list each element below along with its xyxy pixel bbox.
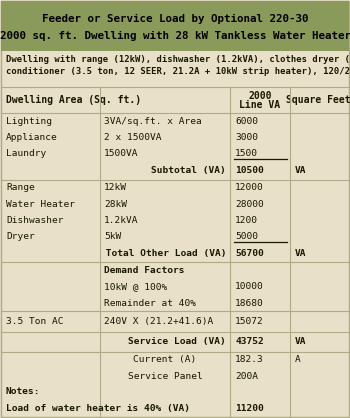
Text: 1200: 1200: [235, 216, 258, 225]
Text: 1500: 1500: [235, 149, 258, 158]
Text: 2 x 1500VA: 2 x 1500VA: [104, 133, 161, 142]
Text: 182.3: 182.3: [235, 355, 264, 364]
Text: Service Load (VA): Service Load (VA): [128, 337, 226, 346]
Text: 56700: 56700: [235, 249, 264, 258]
Text: 1.2kVA: 1.2kVA: [104, 216, 139, 225]
Text: 5kW: 5kW: [104, 232, 121, 241]
Text: VA: VA: [295, 337, 307, 346]
Text: 12000: 12000: [235, 183, 264, 192]
Text: 2000 sq. ft. Dwelling with 28 kW Tankless Water Heater: 2000 sq. ft. Dwelling with 28 kW Tankles…: [0, 31, 350, 41]
Text: Subtotal (VA): Subtotal (VA): [151, 166, 226, 175]
Text: Total Other Load (VA): Total Other Load (VA): [99, 249, 226, 258]
Text: Water Heater: Water Heater: [6, 199, 75, 209]
Text: Square Feet: Square Feet: [286, 95, 350, 105]
Text: Service Panel: Service Panel: [128, 372, 202, 381]
Bar: [1, 1, 349, 51]
Text: Laundry: Laundry: [6, 149, 46, 158]
Text: Line VA: Line VA: [239, 100, 281, 110]
Text: VA: VA: [295, 166, 307, 175]
Text: 28000: 28000: [235, 199, 264, 209]
Text: A: A: [295, 355, 301, 364]
Text: 200A: 200A: [235, 372, 258, 381]
Text: 3VA/sq.ft. x Area: 3VA/sq.ft. x Area: [104, 117, 202, 126]
Text: 43752: 43752: [235, 337, 264, 346]
Text: Feeder or Service Load by Optional 220-30: Feeder or Service Load by Optional 220-3…: [42, 13, 308, 23]
Text: Load of water heater is 40% (VA): Load of water heater is 40% (VA): [6, 404, 190, 413]
Text: Dwelling Area (Sq. ft.): Dwelling Area (Sq. ft.): [6, 95, 141, 105]
Text: 240V X (21.2+41.6)A: 240V X (21.2+41.6)A: [104, 317, 213, 326]
Text: Appliance: Appliance: [6, 133, 58, 142]
Text: 28kW: 28kW: [104, 199, 127, 209]
Text: 2000: 2000: [248, 91, 272, 101]
Text: 10000: 10000: [235, 283, 264, 291]
Text: 10kW @ 100%: 10kW @ 100%: [104, 283, 167, 291]
Text: 1500VA: 1500VA: [104, 149, 139, 158]
Text: Range: Range: [6, 183, 35, 192]
Text: 5000: 5000: [235, 232, 258, 241]
Text: 18680: 18680: [235, 299, 264, 308]
Text: VA: VA: [295, 249, 307, 258]
Text: Dryer: Dryer: [6, 232, 35, 241]
Text: conditioner (3.5 ton, 12 SEER, 21.2A + 10kW strip heater), 120/240V Service.: conditioner (3.5 ton, 12 SEER, 21.2A + 1…: [6, 67, 350, 76]
Text: Lighting: Lighting: [6, 117, 52, 126]
Text: Notes:: Notes:: [6, 387, 41, 396]
Text: Remainder at 40%: Remainder at 40%: [104, 299, 196, 308]
Text: 3000: 3000: [235, 133, 258, 142]
Text: 12kW: 12kW: [104, 183, 127, 192]
Text: 11200: 11200: [235, 404, 264, 413]
Text: Demand Factors: Demand Factors: [104, 266, 184, 275]
Text: 15072: 15072: [235, 317, 264, 326]
Text: Dishwasher: Dishwasher: [6, 216, 63, 225]
Text: 10500: 10500: [235, 166, 264, 175]
Text: 3.5 Ton AC: 3.5 Ton AC: [6, 317, 63, 326]
Text: Dwelling with range (12kW), dishwasher (1.2kVA), clothes dryer (5kW), and air: Dwelling with range (12kW), dishwasher (…: [6, 55, 350, 64]
Text: 6000: 6000: [235, 117, 258, 126]
Text: Current (A): Current (A): [133, 355, 197, 364]
